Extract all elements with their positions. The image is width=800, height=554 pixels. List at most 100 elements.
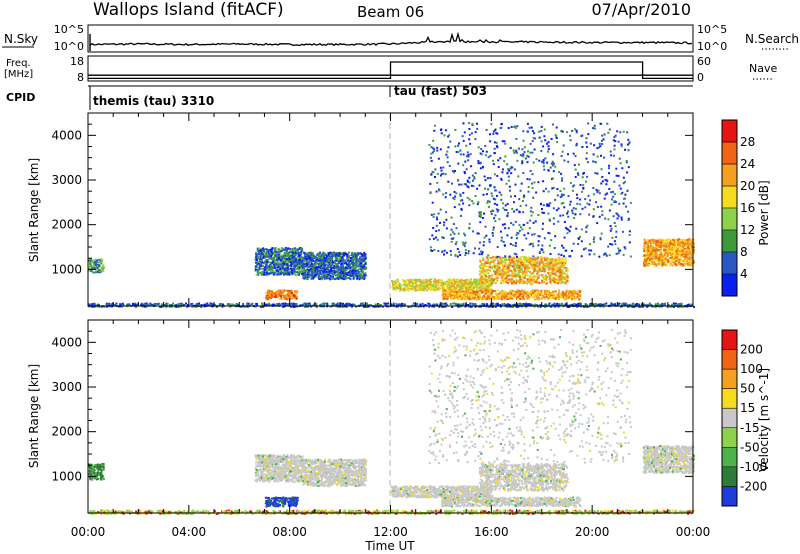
- power-cell: [283, 298, 286, 300]
- power-cell: [536, 278, 539, 281]
- power-cell: [325, 276, 327, 279]
- power-cell: [488, 297, 491, 300]
- power-cell: [558, 289, 561, 292]
- power-cell: [627, 305, 629, 308]
- nsearch-dot: [175, 74, 177, 76]
- power-cell: [89, 266, 92, 269]
- power-cell: [404, 284, 407, 287]
- power-cell: [317, 262, 320, 265]
- power-cell: [423, 280, 426, 283]
- power-cell: [349, 267, 352, 269]
- nsearch-dot: [627, 74, 629, 76]
- power-cell: [332, 262, 335, 265]
- power-cell: [94, 264, 97, 266]
- power-cell: [480, 275, 483, 277]
- power-cell: [350, 303, 353, 306]
- power-cell: [352, 277, 355, 280]
- power-cell: [323, 255, 325, 258]
- power-cell: [312, 277, 315, 280]
- nsearch-dot: [339, 74, 341, 76]
- power-cell: [301, 273, 303, 276]
- power-cell: [422, 284, 425, 287]
- power-cell: [538, 260, 541, 263]
- power-cell: [227, 303, 230, 306]
- power-cell: [480, 272, 483, 275]
- power-cell: [316, 271, 319, 274]
- power-cell: [526, 267, 529, 270]
- power-cell: [492, 256, 495, 259]
- power-cell: [330, 252, 333, 255]
- power-cell: [515, 291, 518, 294]
- power-cell: [286, 273, 288, 276]
- power-cell: [362, 277, 365, 280]
- power-cell: [334, 278, 337, 280]
- power-cell: [330, 262, 333, 264]
- power-cell: [257, 256, 259, 259]
- power-cell: [488, 293, 491, 296]
- power-cell: [395, 302, 398, 305]
- power-cell: [474, 305, 477, 308]
- power-cell: [283, 260, 286, 263]
- power-cell: [339, 258, 342, 260]
- power-cell: [259, 257, 262, 260]
- nsearch-dot: [527, 74, 529, 76]
- power-cell: [493, 297, 495, 300]
- nsearch-dot: [463, 74, 465, 76]
- power-cell: [364, 266, 367, 269]
- nsearch-dot: [119, 74, 121, 76]
- power-cell: [536, 304, 539, 307]
- power-cell: [562, 294, 565, 297]
- power-cell: [280, 270, 283, 273]
- power-cell: [282, 266, 285, 269]
- power-cell: [504, 257, 507, 260]
- power-cell: [509, 289, 512, 292]
- power-cell: [157, 303, 159, 306]
- power-cell: [515, 256, 518, 259]
- power-cell: [281, 264, 284, 267]
- power-cell: [332, 302, 335, 305]
- power-cell: [443, 286, 445, 289]
- power-cell: [480, 270, 483, 273]
- power-cell: [307, 304, 310, 307]
- power-cell: [421, 284, 424, 286]
- power-cell: [436, 287, 439, 290]
- power-cell: [354, 266, 357, 269]
- power-cell: [428, 303, 431, 305]
- power-cell: [523, 281, 526, 284]
- power-cell: [291, 273, 294, 276]
- power-cell: [140, 302, 143, 305]
- power-cell: [427, 280, 430, 283]
- power-cell: [403, 281, 406, 284]
- power-cell: [492, 296, 495, 299]
- power-cell: [475, 279, 478, 282]
- power-cell: [525, 264, 528, 267]
- power-cell: [323, 273, 326, 276]
- power-cell: [414, 278, 417, 281]
- power-cell: [601, 303, 604, 306]
- power-cell: [509, 278, 512, 281]
- power-cell: [266, 268, 269, 271]
- power-cell: [145, 302, 148, 305]
- nsearch-dot: [451, 74, 453, 76]
- power-cell: [284, 254, 287, 257]
- power-cell: [395, 305, 398, 308]
- power-cell: [361, 263, 364, 266]
- power-cell: [469, 278, 472, 281]
- power-cell: [345, 305, 348, 308]
- power-cell: [326, 302, 329, 305]
- power-cell: [349, 275, 352, 277]
- power-cell: [529, 291, 532, 294]
- power-cell: [516, 273, 518, 276]
- power-cell: [552, 292, 555, 295]
- power-cell: [122, 303, 125, 306]
- power-cell: [105, 305, 108, 308]
- power-cell: [441, 302, 444, 305]
- power-cell: [433, 281, 436, 283]
- power-cell: [523, 271, 526, 274]
- power-cell: [517, 271, 520, 274]
- power-cell: [246, 302, 249, 305]
- power-cell: [326, 255, 328, 258]
- power-cell: [290, 296, 293, 299]
- power-cell: [358, 264, 361, 266]
- power-cell: [274, 247, 277, 249]
